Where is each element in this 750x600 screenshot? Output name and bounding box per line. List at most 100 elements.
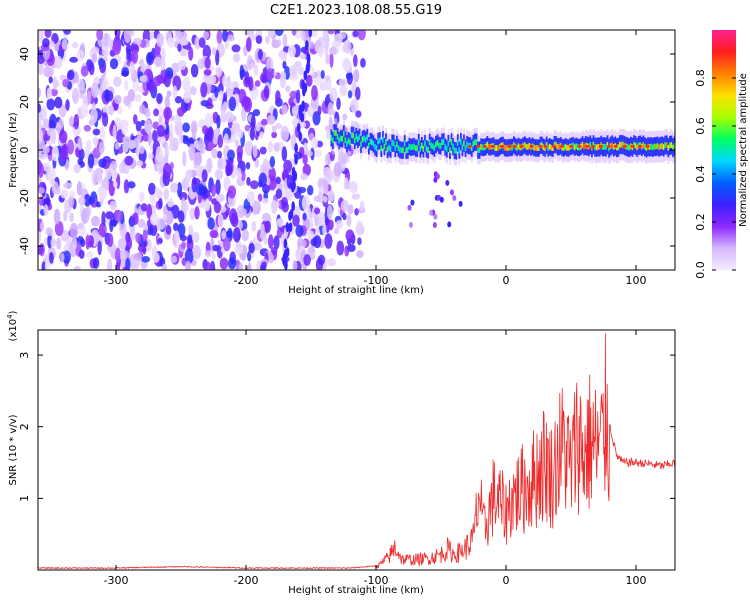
streak-blob	[288, 222, 293, 233]
signal-core	[374, 143, 377, 150]
noise-blob	[222, 75, 228, 88]
signal-core	[567, 145, 570, 151]
signal-peak	[543, 145, 548, 148]
noise-blob	[276, 39, 282, 47]
noise-blob	[164, 146, 169, 160]
noise-blob	[205, 261, 212, 270]
noise-blob	[80, 65, 89, 77]
noise-blob	[38, 30, 44, 41]
signal-core	[452, 143, 455, 150]
noise-blob	[101, 211, 106, 227]
noise-blob	[221, 230, 227, 240]
noise-blob	[261, 118, 268, 126]
signal-core	[463, 140, 466, 147]
noise-blob	[154, 186, 160, 195]
noise-blob	[263, 237, 268, 245]
noise-blob	[90, 82, 100, 98]
signal-core	[658, 144, 661, 151]
noise-blob	[347, 204, 354, 215]
noise-blob	[109, 200, 118, 211]
snr-marks	[38, 333, 675, 570]
noise-blob	[244, 71, 250, 85]
snr-y-ticks: 1 2 3	[18, 352, 675, 502]
colorbar-ticks: 0.0 0.2 0.4 0.6 0.8	[694, 69, 736, 279]
streak-blob	[293, 170, 298, 181]
noise-blob	[140, 119, 146, 126]
signal-peak	[507, 145, 512, 148]
noise-blob	[222, 92, 228, 103]
noise-blob	[99, 222, 105, 237]
noise-blob	[182, 76, 191, 92]
noise-blob	[264, 35, 271, 44]
signal-core	[470, 145, 473, 151]
debris-blob	[433, 176, 438, 183]
noise-blob	[307, 185, 314, 196]
streak-blob	[305, 63, 310, 74]
noise-blob	[182, 122, 191, 133]
noise-blob	[133, 114, 138, 125]
x-tick-label: 100	[626, 274, 647, 287]
noise-blob	[354, 86, 361, 101]
signal-core	[606, 141, 609, 148]
noise-blob	[71, 87, 80, 104]
noise-blob	[38, 115, 42, 132]
signal-core	[611, 142, 614, 148]
noise-blob	[149, 223, 158, 237]
signal-core	[644, 143, 647, 150]
noise-blob	[149, 31, 155, 40]
noise-blob	[133, 252, 143, 261]
noise-blob	[353, 69, 360, 83]
noise-blob	[247, 261, 252, 270]
signal-core	[400, 147, 403, 154]
noise-blob	[309, 41, 315, 50]
signal-core	[399, 146, 402, 153]
noise-blob	[71, 42, 79, 49]
x-tick-label: -200	[234, 574, 259, 587]
noise-blob	[323, 179, 329, 196]
noise-blob	[148, 182, 156, 195]
colorbar-tick-label: 0.6	[694, 117, 707, 135]
noise-blob	[129, 60, 135, 75]
signal-core	[472, 140, 475, 147]
signal-core	[464, 145, 467, 152]
noise-blob	[98, 141, 105, 154]
noise-blob	[316, 140, 324, 148]
noise-blob	[97, 240, 102, 256]
noise-blob	[152, 252, 160, 263]
snr-line	[38, 333, 675, 570]
x-tick-label: -300	[104, 274, 129, 287]
noise-blob	[117, 105, 123, 115]
signal-core	[438, 142, 441, 149]
signal-core	[369, 138, 372, 145]
noise-blob	[88, 62, 95, 76]
noise-blob	[114, 30, 121, 40]
colorbar-label: Normalized spectral amplitude	[738, 73, 749, 227]
noise-blob	[214, 169, 224, 180]
noise-blob	[202, 125, 208, 135]
noise-blob	[260, 223, 265, 235]
noise-blob	[184, 169, 192, 184]
signal-core	[527, 144, 530, 150]
noise-blob	[322, 166, 332, 174]
noise-blob	[360, 57, 366, 68]
x-tick-label: 100	[626, 574, 647, 587]
noise-blob	[327, 219, 334, 231]
noise-blob	[136, 160, 144, 167]
noise-blob	[122, 140, 129, 153]
noise-blob	[336, 97, 341, 110]
noise-blob	[192, 245, 201, 260]
noise-blob	[338, 152, 347, 165]
signal-core	[450, 139, 453, 145]
noise-blob	[248, 76, 254, 92]
noise-blob	[226, 34, 235, 42]
signal-core	[386, 146, 389, 153]
noise-blob	[265, 176, 271, 186]
noise-blob	[234, 139, 240, 147]
noise-blob	[56, 122, 61, 136]
snr-y-label: SNR (10 * v/v)	[8, 414, 19, 485]
signal-core	[413, 143, 416, 150]
signal-core	[511, 144, 514, 151]
noise-blob	[285, 85, 291, 93]
signal-core	[506, 145, 509, 151]
